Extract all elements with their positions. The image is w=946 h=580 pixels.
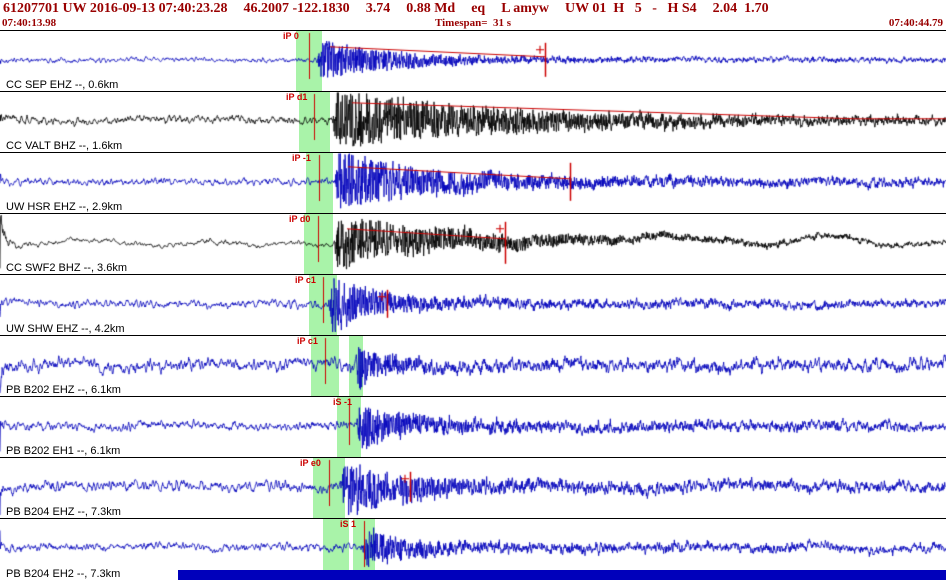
time-axis-header: 07:40:13.98 Timespan= 31 s 07:40:44.79 [0, 17, 946, 30]
station-label-pb-b202-eh1: PB B202 EH1 --, 6.1km [6, 445, 121, 457]
trace-row-pb-b202-eh1: iS -1 PB B202 EH1 --, 6.1km [0, 397, 946, 458]
waveform-canvas-uw-shw-ehz[interactable] [0, 275, 946, 335]
event-header: 61207701 UW 2016-09-13 07:40:23.28 46.200… [0, 0, 946, 31]
trace-row-cc-swf2-bhz: iP d0 CC SWF2 BHZ --, 3.6km [0, 214, 946, 275]
waveform-canvas-pb-b202-ehz[interactable] [0, 336, 946, 396]
pick-flag-cc-valt-bhz[interactable]: iP d1 [286, 92, 308, 102]
bottom-scrollbar[interactable] [178, 570, 946, 580]
header-field-7: 2.04 1.70 [712, 0, 769, 16]
window-start-time: 07:40:13.98 [2, 17, 57, 29]
trace-row-pb-b204-eh2: iS 1 PB B204 EH2 --, 7.3km [0, 519, 946, 580]
station-label-pb-b204-ehz: PB B204 EHZ --, 7.3km [6, 506, 121, 518]
station-label-cc-valt-bhz: CC VALT BHZ --, 1.6km [6, 140, 123, 152]
trace-row-pb-b204-ehz: iP e0 PB B204 EHZ --, 7.3km [0, 458, 946, 519]
waveform-canvas-cc-valt-bhz[interactable] [0, 92, 946, 152]
pick-flag-cc-sep-ehz[interactable]: iP 0 [283, 31, 299, 41]
station-label-cc-swf2-bhz: CC SWF2 BHZ --, 3.6km [6, 262, 128, 274]
pick-flag-cc-swf2-bhz[interactable]: iP d0 [289, 214, 311, 224]
header-field-1: 46.2007 -122.1830 [243, 0, 350, 16]
trace-list: iP 0 CC SEP EHZ --, 0.6km iP d1 CC VALT BHZ… [0, 31, 946, 580]
trace-row-cc-sep-ehz: iP 0 CC SEP EHZ --, 0.6km [0, 31, 946, 92]
waveform-canvas-cc-swf2-bhz[interactable] [0, 214, 946, 274]
pick-flag-uw-hsr-ehz[interactable]: iP -1 [292, 153, 311, 163]
waveform-canvas-pb-b204-ehz[interactable] [0, 458, 946, 518]
header-field-2: 3.74 [365, 0, 391, 16]
header-field-3: 0.88 Md [406, 0, 456, 16]
window-end-time: 07:40:44.79 [888, 17, 943, 29]
trace-row-uw-shw-ehz: iP c1 UW SHW EHZ --, 4.2km [0, 275, 946, 336]
pick-flag-uw-shw-ehz[interactable]: iP c1 [295, 275, 316, 285]
pick-flag-pb-b204-ehz[interactable]: iP e0 [300, 458, 321, 468]
trace-row-uw-hsr-ehz: iP -1 UW HSR EHZ --, 2.9km [0, 153, 946, 214]
header-field-5: L amyw [501, 0, 550, 16]
trace-row-cc-valt-bhz: iP d1 CC VALT BHZ --, 1.6km [0, 92, 946, 153]
waveform-canvas-pb-b202-eh1[interactable] [0, 397, 946, 457]
header-field-6: UW 01 H 5 - H S4 [565, 0, 697, 16]
trace-row-pb-b202-ehz: iP c1 PB B202 EHZ --, 6.1km [0, 336, 946, 397]
header-field-4: eq [471, 0, 486, 16]
station-label-pb-b202-ehz: PB B202 EHZ --, 6.1km [6, 384, 121, 396]
station-label-cc-sep-ehz: CC SEP EHZ --, 0.6km [6, 79, 119, 91]
station-label-uw-shw-ehz: UW SHW EHZ --, 4.2km [6, 323, 125, 335]
waveform-canvas-cc-sep-ehz[interactable] [0, 31, 946, 91]
waveform-canvas-uw-hsr-ehz[interactable] [0, 153, 946, 213]
header-field-0: 61207701 UW 2016-09-13 07:40:23.28 [3, 0, 228, 16]
event-summary: 61207701 UW 2016-09-13 07:40:23.28 46.200… [0, 0, 946, 17]
timespan-label: Timespan= 31 s [434, 17, 512, 29]
station-label-pb-b204-eh2: PB B204 EH2 --, 7.3km [6, 568, 121, 580]
pick-flag-pb-b204-eh2[interactable]: iS 1 [340, 519, 357, 529]
pick-flag-pb-b202-ehz[interactable]: iP c1 [297, 336, 318, 346]
waveform-canvas-pb-b204-eh2[interactable] [0, 519, 946, 579]
station-label-uw-hsr-ehz: UW HSR EHZ --, 2.9km [6, 201, 123, 213]
pick-flag-pb-b202-eh1[interactable]: iS -1 [333, 397, 353, 407]
